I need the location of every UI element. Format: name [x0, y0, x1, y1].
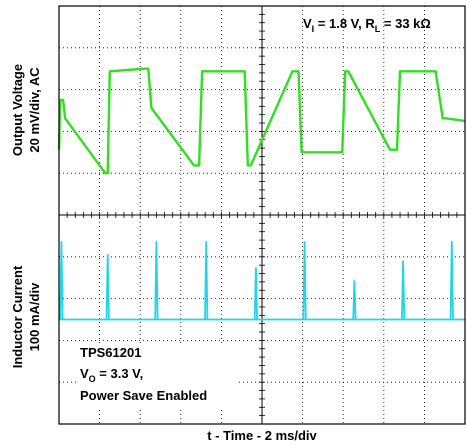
plot-frame	[58, 5, 466, 425]
annotation-mode: Power Save Enabled	[80, 388, 207, 403]
annotation-vi-sub: I	[312, 24, 315, 34]
annotation-vo-sub: O	[89, 374, 96, 384]
current-pulse	[154, 241, 159, 320]
current-pulse	[59, 241, 64, 320]
annotation-bg	[78, 343, 238, 407]
ylabel-bottom-line2: 100 mA/div	[27, 282, 42, 351]
ylabel-top-line2: 20 mV/div, AC	[27, 67, 42, 153]
traces	[57, 67, 466, 321]
current-pulse	[449, 241, 454, 320]
ylabel-bottom-line1: Inductor Current	[10, 265, 25, 368]
annotation-vo-prefix: V	[80, 366, 89, 381]
annotation-vi: V	[303, 16, 312, 31]
current-pulse	[302, 241, 307, 320]
annotation-top: VI = 1.8 V, RL = 33 kΩ	[303, 16, 431, 34]
annotation-device: TPS61201	[80, 345, 141, 360]
ylabel-top-line1: Output Voltage	[10, 64, 25, 156]
current-pulse	[401, 260, 406, 320]
annotation-suffix: = 33 kΩ	[380, 16, 431, 31]
output-voltage-trace	[57, 67, 466, 175]
annotation-rl-sub: L	[375, 24, 381, 34]
annotation-vo-suffix: = 3.3 V,	[96, 366, 144, 381]
current-pulse	[352, 280, 357, 320]
current-pulse	[253, 267, 258, 320]
current-pulse	[105, 254, 110, 320]
annotation-vo: VO = 3.3 V,	[80, 366, 143, 384]
annotation-mid: = 1.8 V, R	[314, 16, 375, 31]
xlabel: t - Time - 2 ms/div	[207, 428, 317, 443]
current-pulse	[204, 241, 209, 320]
